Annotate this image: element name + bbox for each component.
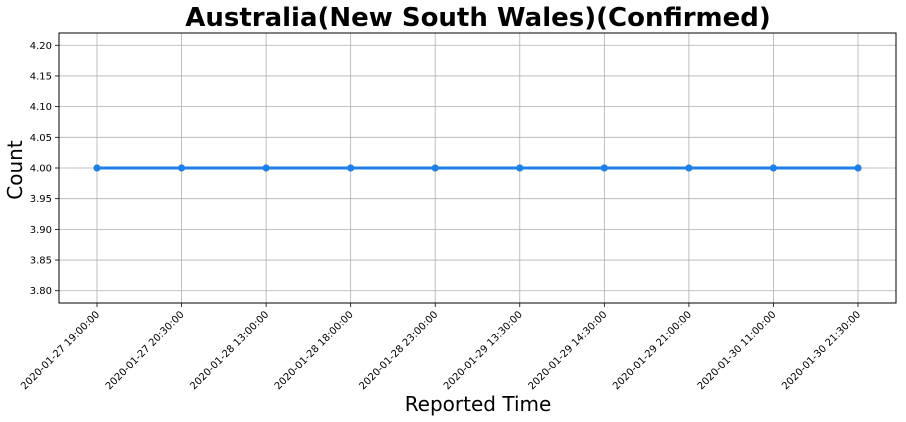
plot-frame xyxy=(58,32,897,304)
y-tick-label: 3.80 xyxy=(30,286,52,297)
data-point xyxy=(177,164,186,172)
y-tick-label: 4.10 xyxy=(30,102,52,113)
y-tick-label: 4.20 xyxy=(30,41,52,52)
data-point xyxy=(854,164,862,172)
y-tick-label: 4.00 xyxy=(30,164,52,175)
x-tick-label: 2020-01-29 13:30:00 xyxy=(442,309,525,392)
x-tick-label: 2020-01-29 21:00:00 xyxy=(611,309,694,392)
data-point xyxy=(431,164,439,172)
x-tick-label: 2020-01-28 18:00:00 xyxy=(273,309,356,392)
data-point xyxy=(262,164,270,172)
x-tick-label: 2020-01-30 11:00:00 xyxy=(696,309,779,392)
data-point xyxy=(516,164,524,172)
x-tick-label: 2020-01-27 20:30:00 xyxy=(104,309,187,392)
x-tick-label: 2020-01-28 13:00:00 xyxy=(188,309,271,392)
y-tick-label: 3.95 xyxy=(30,194,52,205)
x-tick-label: 2020-01-28 23:00:00 xyxy=(357,309,440,392)
y-tick-label: 3.90 xyxy=(30,225,52,236)
y-tick-label: 3.85 xyxy=(30,256,52,267)
x-tick-label: 2020-01-29 14:30:00 xyxy=(527,309,610,392)
x-axis-ticks: 2020-01-27 19:00:00 2020-01-27 20:30:00 20… xyxy=(19,303,863,392)
chart-title: Australia(New South Wales)(Confirmed) xyxy=(185,3,771,33)
y-axis-label: Count xyxy=(3,140,27,200)
x-tick-label: 2020-01-30 21:30:00 xyxy=(780,309,863,392)
data-point xyxy=(347,164,355,172)
y-tick-label: 4.15 xyxy=(30,71,52,82)
data-point xyxy=(93,164,101,172)
x-axis-label: Reported Time xyxy=(405,392,552,416)
data-point xyxy=(769,164,778,172)
data-point xyxy=(600,164,608,172)
x-tick-label: 2020-01-27 19:00:00 xyxy=(19,309,102,392)
y-tick-label: 4.05 xyxy=(30,133,52,144)
y-axis-ticks: 3.80 3.85 3.90 3.95 4.00 4.05 4.10 4.15 4.20 xyxy=(30,41,59,297)
data-point xyxy=(685,164,693,172)
series-layer xyxy=(93,164,862,172)
